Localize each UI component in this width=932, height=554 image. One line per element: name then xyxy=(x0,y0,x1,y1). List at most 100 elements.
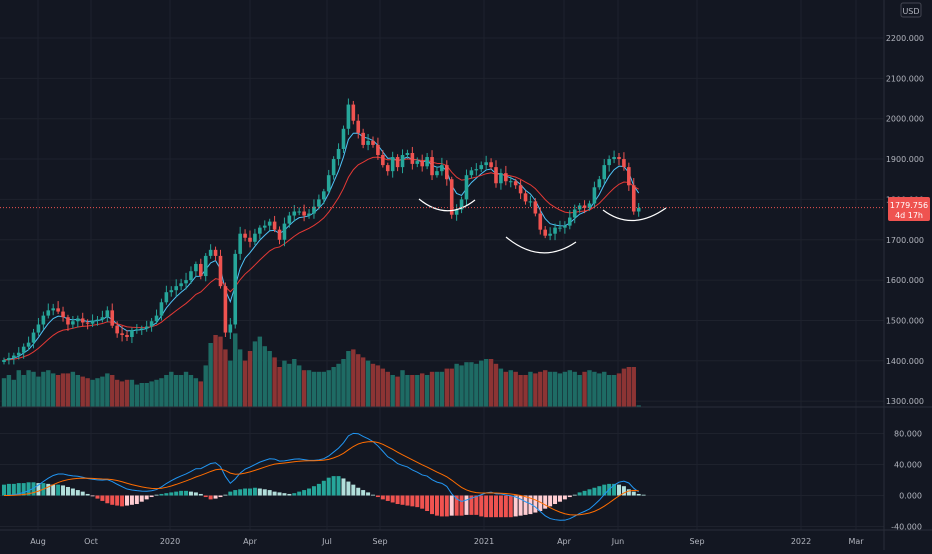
volume-bar xyxy=(277,367,282,407)
candle-body xyxy=(154,315,159,322)
candle-body xyxy=(100,317,105,320)
candle-body xyxy=(518,185,523,194)
volume-bar xyxy=(114,379,120,407)
candle-body xyxy=(415,161,420,164)
candle-body xyxy=(395,157,400,168)
volume-bar xyxy=(257,336,263,407)
candle-body xyxy=(607,159,611,166)
macd-hist-bar xyxy=(188,491,193,496)
macd-hist-bar xyxy=(484,495,489,518)
candle-body xyxy=(523,193,528,202)
candle-body xyxy=(199,263,203,277)
macd-hist-bar xyxy=(248,488,252,496)
candle-body xyxy=(390,157,395,172)
volume-bar xyxy=(31,371,36,407)
volume-bar xyxy=(390,375,395,407)
candle-body xyxy=(622,159,626,168)
candle-body xyxy=(41,315,46,325)
volume-bar xyxy=(228,360,233,407)
price-tick-label: 1700.000 xyxy=(886,236,924,245)
macd-hist-bar xyxy=(617,484,621,496)
macd-hist-bar xyxy=(390,495,395,503)
candle-body xyxy=(110,310,115,326)
candle-body xyxy=(346,104,351,129)
volume-bar xyxy=(159,378,164,407)
volume-bar xyxy=(424,375,430,407)
annotation-curve-2[interactable] xyxy=(505,236,577,254)
candle-body xyxy=(76,318,80,322)
macd-hist-bar xyxy=(331,476,336,496)
volume-bar xyxy=(498,368,504,407)
volume-bar xyxy=(508,370,513,407)
volume-bar xyxy=(370,363,376,407)
candle-body xyxy=(272,221,277,230)
macd-hist-bar xyxy=(164,493,169,496)
candle-body xyxy=(169,290,174,293)
candle-body xyxy=(184,280,188,284)
candle-body xyxy=(287,215,292,224)
macd-hist-bar xyxy=(120,495,125,507)
candle-body xyxy=(366,140,370,145)
candle-body xyxy=(56,308,60,312)
candle-body xyxy=(582,205,587,208)
volume-bar xyxy=(557,373,563,407)
candle-body xyxy=(233,253,238,325)
volume-bar xyxy=(356,354,361,407)
macd-hist-bar xyxy=(572,494,577,496)
candle-body xyxy=(61,311,65,318)
volume-bar xyxy=(582,371,587,407)
macd-hist-bar xyxy=(528,495,533,515)
x-tick-label: Aug xyxy=(30,537,46,546)
macd-hist-bar xyxy=(139,495,144,502)
volume-bar xyxy=(326,370,331,407)
candle-body xyxy=(538,213,543,230)
macd-hist-bar xyxy=(420,495,425,509)
volume-bar xyxy=(375,365,381,407)
volume-bar xyxy=(41,371,46,407)
candle-body xyxy=(282,223,287,240)
candle-body xyxy=(149,321,154,327)
candle-body xyxy=(228,324,233,333)
candle-body xyxy=(26,342,31,347)
macd-hist-bar xyxy=(449,495,454,516)
candle-body xyxy=(474,169,479,171)
macd-hist-bar xyxy=(518,495,523,516)
volume-bar xyxy=(267,351,272,407)
candle-body xyxy=(440,165,444,172)
volume-bar xyxy=(547,371,553,407)
volume-bar xyxy=(1,378,7,407)
volume-bar xyxy=(449,368,454,407)
candle-body xyxy=(95,319,100,321)
currency-badge[interactable] xyxy=(900,2,922,18)
signal-line xyxy=(3,441,639,516)
macd-hist-bar xyxy=(498,495,503,518)
macd-hist-bar xyxy=(494,495,498,518)
macd-hist-bar xyxy=(302,490,307,496)
candle-body xyxy=(469,170,474,176)
candle-body xyxy=(312,206,316,214)
candle-body xyxy=(449,179,454,215)
volume-bar xyxy=(218,336,223,407)
annotation-curve-3[interactable] xyxy=(602,207,667,222)
candle-body xyxy=(602,165,607,180)
candle-body xyxy=(425,157,429,167)
x-tick-label: Oct xyxy=(84,537,98,546)
macd-hist-bar xyxy=(105,495,110,504)
volume-bar xyxy=(385,371,390,407)
price-tick-label: 1600.000 xyxy=(886,276,924,285)
volume-bar xyxy=(46,370,51,407)
volume-bar xyxy=(174,375,179,407)
macd-hist-bar xyxy=(371,494,375,496)
candle-body xyxy=(139,328,144,330)
macd-hist-bar xyxy=(26,482,31,496)
volume-bar xyxy=(95,378,100,407)
macd-hist-bar xyxy=(548,495,553,507)
x-tick-label: Sep xyxy=(689,537,704,546)
x-tick-label: 2020 xyxy=(160,537,180,546)
candle-body xyxy=(36,324,41,333)
volume-bar xyxy=(247,351,253,407)
annotation-curve-1[interactable] xyxy=(418,198,476,212)
volume-bar xyxy=(597,373,602,407)
